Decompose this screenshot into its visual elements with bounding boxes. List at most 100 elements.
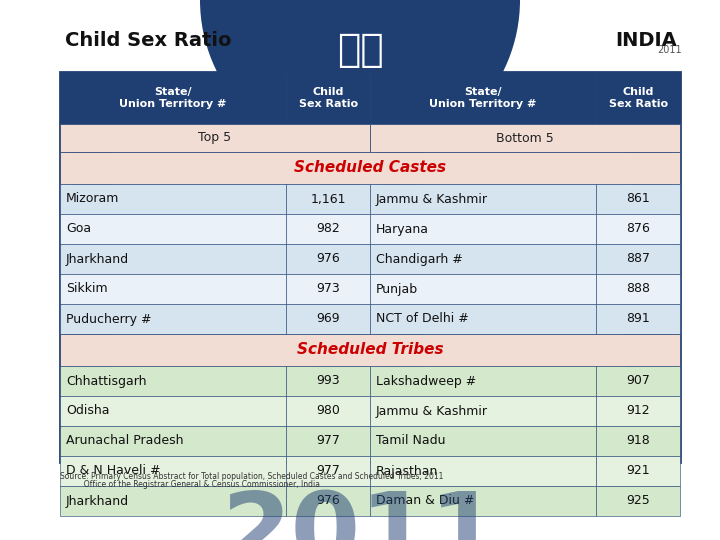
Bar (60, 334, 680, 366)
Text: Goa: Goa (66, 222, 91, 235)
Text: Child
Sex Ratio: Child Sex Ratio (608, 87, 667, 109)
Bar (596, 184, 680, 214)
Bar (596, 244, 680, 274)
Bar (287, 456, 370, 486)
Bar (370, 486, 596, 516)
Bar (370, 366, 596, 396)
Bar (60, 396, 287, 426)
Text: 980: 980 (316, 404, 340, 417)
Text: 876: 876 (626, 222, 650, 235)
Bar (287, 426, 370, 456)
Bar (60, 366, 287, 396)
Bar (60, 72, 287, 124)
Text: 891: 891 (626, 313, 650, 326)
Bar (370, 426, 596, 456)
Wedge shape (200, 0, 520, 160)
Bar (370, 124, 680, 152)
Text: Haryana: Haryana (376, 222, 429, 235)
Text: Mizoram: Mizoram (66, 192, 120, 206)
Bar (287, 184, 370, 214)
Bar (596, 366, 680, 396)
Text: री: री (337, 31, 383, 69)
Wedge shape (62, 322, 118, 378)
Text: 982: 982 (316, 222, 340, 235)
Bar (287, 274, 370, 304)
Bar (596, 304, 680, 334)
Bar (60, 72, 680, 462)
Bar (596, 214, 680, 244)
Bar (60, 426, 287, 456)
Wedge shape (622, 322, 678, 378)
Text: State/
Union Territory #: State/ Union Territory # (429, 87, 537, 109)
Wedge shape (312, 322, 368, 378)
Text: Daman & Diu #: Daman & Diu # (376, 495, 474, 508)
Text: 976: 976 (316, 253, 340, 266)
Text: Office of the Registrar General & Census Commissioner, India: Office of the Registrar General & Census… (60, 480, 320, 489)
Bar (60, 456, 287, 486)
Text: Sikkim: Sikkim (66, 282, 107, 295)
Text: 912: 912 (626, 404, 650, 417)
Text: 918: 918 (626, 435, 650, 448)
Bar (60, 152, 680, 184)
Bar (60, 304, 287, 334)
Bar (596, 274, 680, 304)
Bar (370, 72, 596, 124)
Bar (287, 72, 370, 124)
Bar (60, 244, 287, 274)
Text: Arunachal Pradesh: Arunachal Pradesh (66, 435, 184, 448)
Bar (596, 396, 680, 426)
Bar (60, 184, 287, 214)
Bar (370, 456, 596, 486)
Text: D & N Haveli #: D & N Haveli # (66, 464, 161, 477)
Text: Jharkhand: Jharkhand (66, 253, 129, 266)
Bar (370, 244, 596, 274)
Bar (60, 486, 287, 516)
Bar (596, 72, 680, 124)
Text: State/
Union Territory #: State/ Union Territory # (120, 87, 227, 109)
Wedge shape (62, 140, 118, 196)
Text: 2011: 2011 (657, 45, 683, 55)
Text: NCT of Delhi #: NCT of Delhi # (376, 313, 469, 326)
Text: 977: 977 (316, 435, 340, 448)
Text: Jharkhand: Jharkhand (66, 495, 129, 508)
Text: 1,161: 1,161 (310, 192, 346, 206)
Bar (370, 396, 596, 426)
Text: 907: 907 (626, 375, 650, 388)
Text: Puducherry #: Puducherry # (66, 313, 151, 326)
Bar (370, 214, 596, 244)
Text: Rajasthan: Rajasthan (376, 464, 438, 477)
Text: Punjab: Punjab (376, 282, 418, 295)
Text: Scheduled Castes: Scheduled Castes (294, 160, 446, 176)
Text: 977: 977 (316, 464, 340, 477)
Text: Scheduled Tribes: Scheduled Tribes (297, 342, 444, 357)
Text: Child Sex Ratio: Child Sex Ratio (65, 30, 232, 50)
Text: Source: Primary Census Abstract for Total population, Scheduled Castes and Sched: Source: Primary Census Abstract for Tota… (60, 472, 444, 481)
Bar (60, 124, 370, 152)
Bar (596, 456, 680, 486)
Text: Bottom 5: Bottom 5 (496, 132, 554, 145)
Wedge shape (372, 140, 428, 196)
Bar (60, 274, 287, 304)
Bar (370, 184, 596, 214)
Text: Jammu & Kashmir: Jammu & Kashmir (376, 404, 488, 417)
Text: 973: 973 (316, 282, 340, 295)
Text: Odisha: Odisha (66, 404, 109, 417)
Bar (370, 274, 596, 304)
Text: 888: 888 (626, 282, 650, 295)
Bar (370, 304, 596, 334)
Text: Tamil Nadu: Tamil Nadu (376, 435, 446, 448)
Text: Chandigarh #: Chandigarh # (376, 253, 463, 266)
Text: Jammu & Kashmir: Jammu & Kashmir (376, 192, 488, 206)
Bar (287, 486, 370, 516)
Text: Child
Sex Ratio: Child Sex Ratio (299, 87, 358, 109)
Bar (596, 486, 680, 516)
Text: 861: 861 (626, 192, 650, 206)
Wedge shape (622, 140, 678, 196)
Text: 887: 887 (626, 253, 650, 266)
Text: 921: 921 (626, 464, 650, 477)
Text: Lakshadweep #: Lakshadweep # (376, 375, 476, 388)
Text: 976: 976 (316, 495, 340, 508)
Bar (287, 244, 370, 274)
Bar (287, 396, 370, 426)
Text: Top 5: Top 5 (199, 132, 232, 145)
